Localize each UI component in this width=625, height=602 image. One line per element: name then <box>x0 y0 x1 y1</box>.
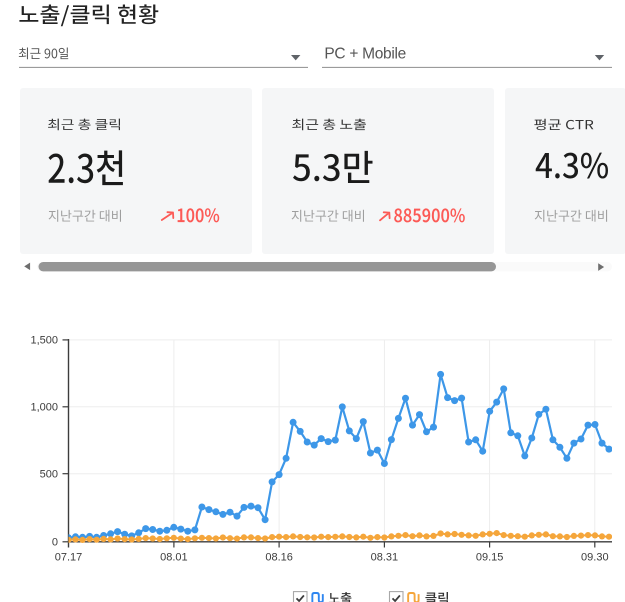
svg-text:PC + Mobile: PC + Mobile <box>324 45 406 62</box>
svg-text:09.30: 09.30 <box>581 552 609 564</box>
svg-text:1,500: 1,500 <box>30 335 58 347</box>
svg-text:08.16: 08.16 <box>265 552 293 564</box>
svg-text:08.31: 08.31 <box>371 552 399 564</box>
svg-text:09.15: 09.15 <box>476 552 504 564</box>
svg-text:07.17: 07.17 <box>55 552 83 564</box>
svg-text:500: 500 <box>40 469 58 481</box>
svg-text:08.01: 08.01 <box>160 552 188 564</box>
svg-text:0: 0 <box>52 537 58 549</box>
svg-text:1,000: 1,000 <box>30 402 58 414</box>
